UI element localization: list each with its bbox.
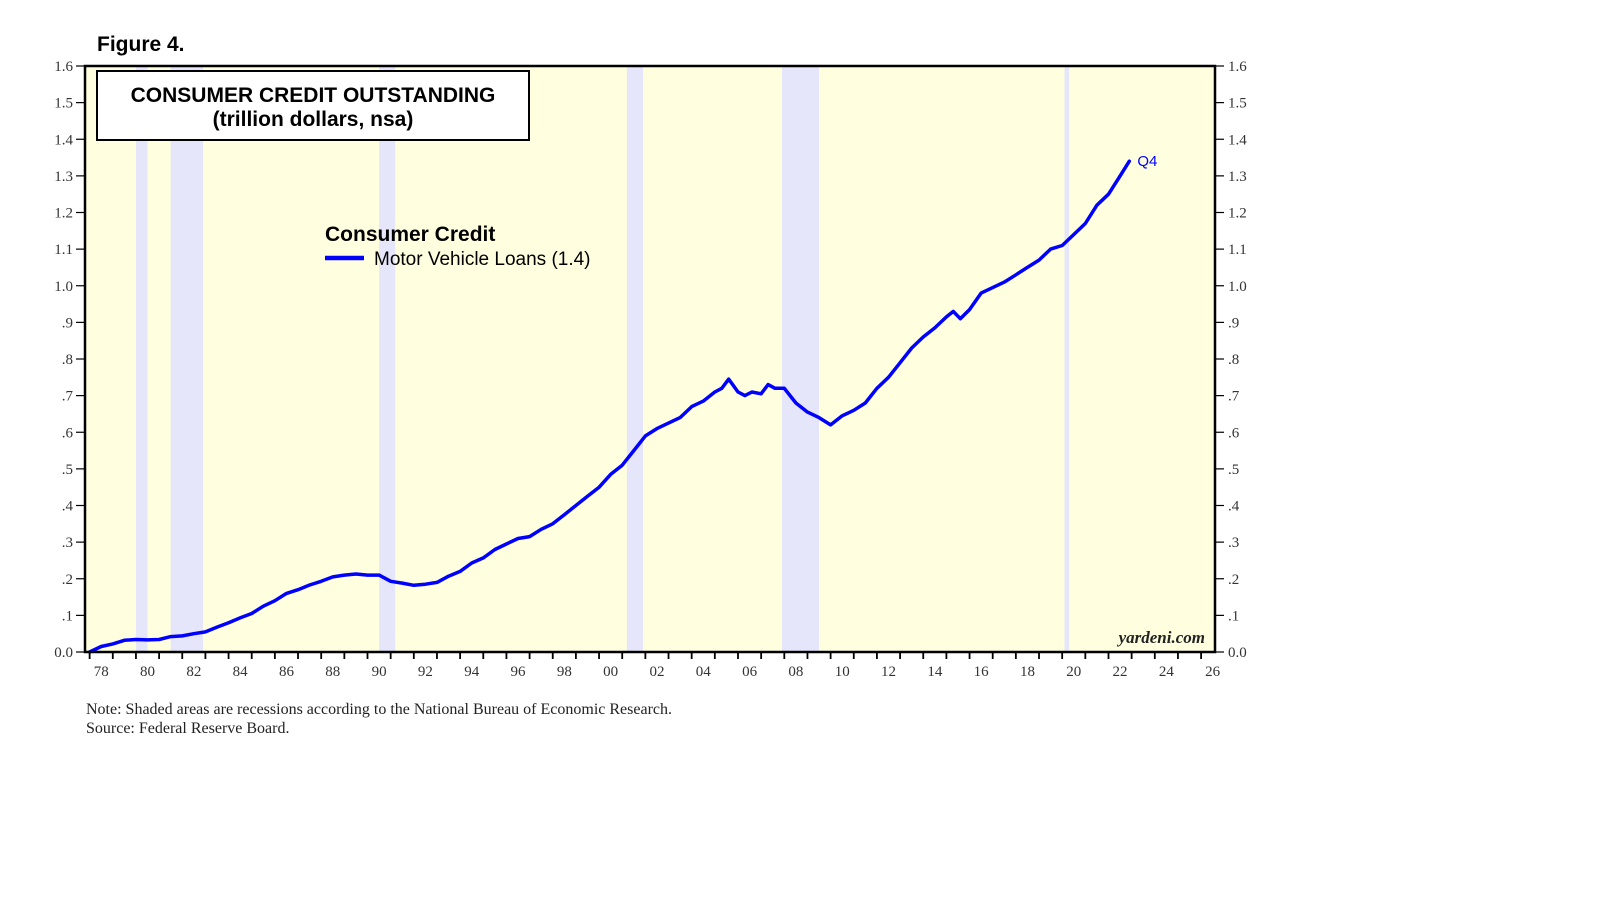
x-tick-label: 26 [1205,664,1221,680]
y-tick-label-right: 1.0 [1228,279,1247,295]
recession-band-1 [135,66,148,652]
y-tick-label-right: 1.6 [1228,59,1247,75]
y-tick-label-left: .7 [62,389,74,405]
y-tick-label-right: 0.0 [1228,645,1247,661]
y-tick-label-right: .8 [1228,352,1239,368]
series-end-label: Q4 [1137,153,1157,170]
y-tick-label-left: 1.0 [54,279,73,295]
recession-band-6 [1064,66,1070,652]
y-tick-label-left: 1.4 [54,132,73,148]
y-tick-label-left: 1.6 [54,59,73,75]
x-tick-label: 12 [881,664,896,680]
chart-subtitle: (trillion dollars, nsa) [213,108,414,131]
x-tick-label: 24 [1159,664,1175,680]
chart-title-box: CONSUMER CREDIT OUTSTANDING (trillion do… [96,70,530,141]
legend: Consumer Credit Motor Vehicle Loans (1.4… [325,223,591,270]
y-tick-label-left: .8 [62,352,73,368]
x-tick-label: 22 [1113,664,1128,680]
y-tick-label-right: .3 [1228,535,1239,551]
y-axis-left: 0.0 .1 .2 .3 .4 .5 .6 .7 .8 .9 1.0 1.1 1.2 1.3 1.4 1.5 1… [54,59,85,661]
x-tick-label: 00 [603,664,618,680]
recession-band-2 [170,66,204,652]
x-axis: 78 80 82 84 86 88 90 92 94 96 98 00 02 04 06 08 10 12 14 16… [88,652,1221,680]
x-tick-label: 04 [696,664,712,680]
x-tick-label: 90 [372,664,387,680]
x-tick-label: 80 [140,664,155,680]
recession-band-3 [379,66,396,652]
x-tick-label: 82 [186,664,201,680]
watermark: yardeni.com [1117,628,1205,647]
legend-entry: Motor Vehicle Loans (1.4) [374,249,591,270]
legend-title: Consumer Credit [325,223,495,246]
y-tick-label-left: 1.3 [54,169,73,185]
x-tick-label: 06 [742,664,758,680]
y-tick-label-left: .1 [62,608,73,624]
x-tick-label: 14 [927,664,943,680]
x-tick-label: 86 [279,664,295,680]
recession-band-4 [626,66,644,652]
x-tick-label: 96 [511,664,527,680]
y-tick-label-left: 1.2 [54,206,73,222]
y-tick-label-left: 0.0 [54,645,73,661]
y-tick-label-left: .2 [62,572,73,588]
y-axis-right: 0.0 .1 .2 .3 .4 .5 .6 .7 .8 .9 1.0 1.1 1.2 1.3 1.4 1.5 1… [1215,59,1247,661]
x-tick-label: 16 [974,664,990,680]
note-text: Note: Shaded areas are recessions accord… [86,701,672,718]
recession-band-5 [781,66,820,652]
y-tick-label-left: .5 [62,462,73,478]
y-tick-label-left: .6 [62,425,74,441]
x-tick-label: 20 [1066,664,1081,680]
y-tick-label-right: .5 [1228,462,1239,478]
x-tick-label: 88 [325,664,340,680]
y-tick-label-right: .6 [1228,425,1240,441]
y-tick-label-right: 1.5 [1228,96,1247,112]
y-tick-label-left: 1.5 [54,96,73,112]
x-tick-label: 78 [94,664,109,680]
chart-title: CONSUMER CREDIT OUTSTANDING [131,84,496,107]
x-tick-label: 84 [233,664,249,680]
y-tick-label-right: 1.4 [1228,132,1247,148]
y-tick-label-right: .2 [1228,572,1239,588]
plot-background [85,66,1215,652]
y-tick-label-right: .1 [1228,608,1239,624]
x-tick-label: 94 [464,664,480,680]
x-tick-label: 92 [418,664,433,680]
x-tick-label: 10 [835,664,850,680]
y-tick-label-right: .7 [1228,389,1240,405]
y-tick-label-right: .4 [1228,499,1240,515]
x-tick-label: 02 [649,664,664,680]
y-tick-label-right: .9 [1228,315,1239,331]
figure-label: Figure 4. [97,33,185,56]
x-tick-label: 98 [557,664,572,680]
y-tick-label-left: .4 [62,499,74,515]
x-tick-label: 08 [788,664,803,680]
y-tick-label-right: 1.2 [1228,206,1247,222]
recession-bands [135,66,1070,652]
series-line-motor-vehicle-loans [87,159,1132,654]
y-tick-label-left: 1.1 [54,242,73,258]
y-tick-label-left: .3 [62,535,73,551]
y-tick-label-right: 1.1 [1228,242,1247,258]
source-text: Source: Federal Reserve Board. [86,720,289,737]
y-tick-label-right: 1.3 [1228,169,1247,185]
y-tick-label-left: .9 [62,315,73,331]
x-tick-label: 18 [1020,664,1035,680]
